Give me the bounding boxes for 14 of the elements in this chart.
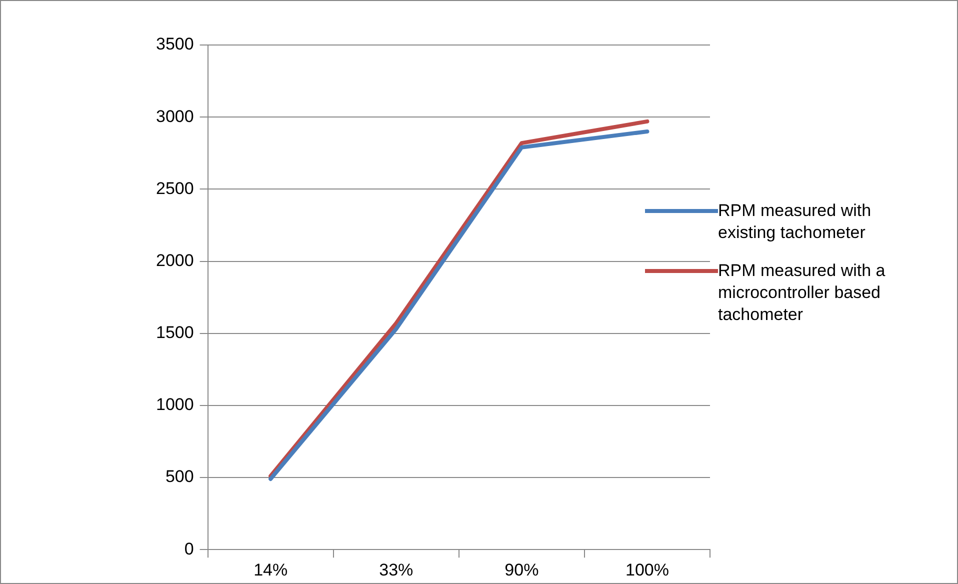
legend-label: RPM measured with existing tachometer	[718, 200, 872, 244]
x-tick-label: 14%	[254, 560, 288, 580]
y-tick-label: 0	[184, 539, 194, 558]
y-tick-label: 3000	[156, 106, 194, 126]
x-tick-label: 90%	[504, 560, 539, 580]
x-tick-label: 100%	[625, 560, 669, 580]
x-tick-label: 33%	[379, 560, 414, 580]
y-tick-label: 500	[165, 467, 194, 486]
y-tick-label: 3500	[156, 34, 194, 54]
y-tick-label: 2000	[156, 250, 194, 270]
y-tick-label: 1500	[156, 323, 194, 342]
legend-label: RPM measured with a microcontroller based tachometer	[718, 260, 886, 326]
y-tick-label: 2500	[156, 178, 194, 198]
y-tick-label: 1000	[156, 395, 194, 414]
